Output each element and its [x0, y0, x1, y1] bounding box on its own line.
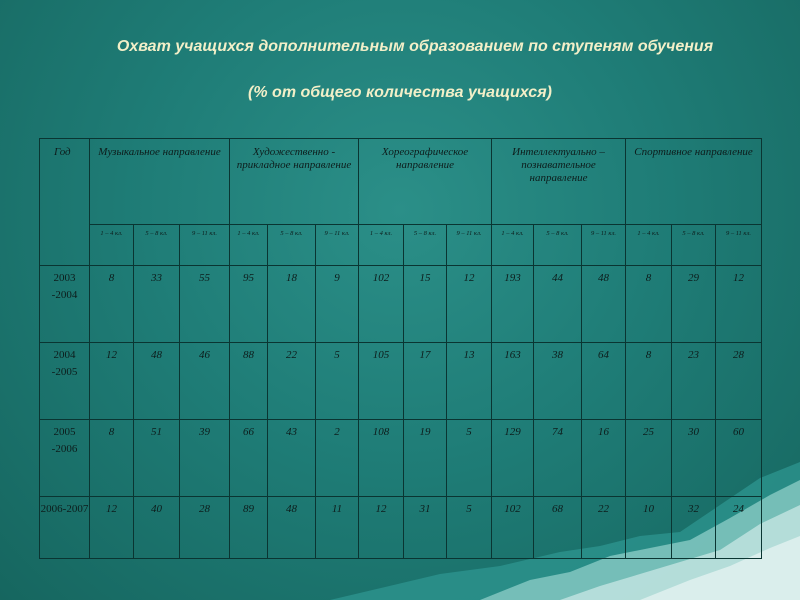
- subheader-cell: 9 – 11 кл.: [178, 224, 231, 266]
- value-cell: 44: [533, 265, 583, 343]
- value-cell: 17: [403, 342, 448, 420]
- header-row: Год Музыкальное направление Художественн…: [39, 138, 763, 266]
- subheader-cell: 1 – 4 кл.: [358, 224, 405, 266]
- subheader-row: 1 – 4 кл. 5 – 8 кл. 9 – 11 кл. 1 – 4 кл.…: [40, 224, 763, 266]
- value-cell: 66: [229, 419, 269, 497]
- value-cell: 18: [267, 265, 317, 343]
- subheader-cell: 1 – 4 кл.: [491, 224, 535, 266]
- subheader-cell: 5 – 8 кл.: [133, 224, 180, 266]
- value-cell: 22: [267, 342, 317, 420]
- value-cell: 108: [358, 419, 405, 497]
- value-cell: 28: [178, 496, 231, 559]
- subheader-cell: 5 – 8 кл.: [671, 224, 717, 266]
- year-cell: 2006-2007: [39, 496, 90, 559]
- year-cell: 2004 -2005: [39, 342, 90, 420]
- value-cell: 22: [581, 496, 627, 559]
- value-cell: 40: [133, 496, 180, 559]
- table-row: 2004 -2005 12 48 46 88 22 5 105 17 13 16…: [39, 342, 763, 420]
- value-cell: 23: [671, 342, 717, 420]
- value-cell: 11: [315, 496, 360, 559]
- value-cell: 5: [446, 496, 493, 559]
- subheader-cell: 1 – 4 кл.: [229, 224, 269, 266]
- value-cell: 29: [671, 265, 717, 343]
- value-cell: 5: [315, 342, 360, 420]
- value-cell: 8: [625, 342, 673, 420]
- value-cell: 8: [89, 265, 134, 343]
- value-cell: 193: [491, 265, 535, 343]
- value-cell: 60: [715, 419, 763, 497]
- year-cell: 2003 -2004: [39, 265, 90, 343]
- subheader-cell: 1 – 4 кл.: [625, 224, 673, 266]
- value-cell: 48: [133, 342, 180, 420]
- group-header-applied-art: Художественно - прикладное направление: [229, 138, 360, 225]
- coverage-table: Год Музыкальное направление Художественн…: [39, 138, 763, 559]
- value-cell: 46: [178, 342, 231, 420]
- value-cell: 25: [625, 419, 673, 497]
- subheader-cell: 5 – 8 кл.: [533, 224, 583, 266]
- value-cell: 95: [229, 265, 269, 343]
- value-cell: 55: [178, 265, 231, 343]
- value-cell: 74: [533, 419, 583, 497]
- value-cell: 163: [491, 342, 535, 420]
- page-subtitle: (% от общего количества учащихся): [248, 84, 552, 101]
- value-cell: 8: [89, 419, 134, 497]
- table-row: 2005 -2006 8 51 39 66 43 2 108 19 5 129 …: [39, 419, 763, 497]
- group-header-sport: Спортивное направление: [625, 138, 763, 225]
- value-cell: 12: [89, 496, 134, 559]
- value-cell: 39: [178, 419, 231, 497]
- value-cell: 12: [358, 496, 405, 559]
- value-cell: 64: [581, 342, 627, 420]
- value-cell: 68: [533, 496, 583, 559]
- year-header: Год: [39, 138, 90, 266]
- value-cell: 2: [315, 419, 360, 497]
- subheader-cell: 9 – 11 кл.: [446, 224, 493, 266]
- value-cell: 89: [229, 496, 269, 559]
- value-cell: 12: [89, 342, 134, 420]
- subheader-cell: 5 – 8 кл.: [267, 224, 317, 266]
- value-cell: 28: [715, 342, 763, 420]
- subheader-cell: 9 – 11 кл.: [715, 224, 763, 266]
- value-cell: 129: [491, 419, 535, 497]
- value-cell: 31: [403, 496, 448, 559]
- value-cell: 16: [581, 419, 627, 497]
- subheader-cell: 5 – 8 кл.: [403, 224, 448, 266]
- value-cell: 12: [446, 265, 493, 343]
- value-cell: 13: [446, 342, 493, 420]
- value-cell: 102: [491, 496, 535, 559]
- subheader-cell: 9 – 11 кл.: [315, 224, 360, 266]
- value-cell: 32: [671, 496, 717, 559]
- value-cell: 15: [403, 265, 448, 343]
- value-cell: 30: [671, 419, 717, 497]
- group-header-intellectual: Интеллектуально – познавательное направл…: [491, 138, 627, 225]
- table-row: 2006-2007 12 40 28 89 48 11 12 31 5 102 …: [39, 496, 763, 559]
- value-cell: 88: [229, 342, 269, 420]
- subheader-cell: 9 – 11 кл.: [581, 224, 627, 266]
- value-cell: 10: [625, 496, 673, 559]
- value-cell: 38: [533, 342, 583, 420]
- value-cell: 12: [715, 265, 763, 343]
- value-cell: 48: [267, 496, 317, 559]
- page-title: Охват учащихся дополнительным образовани…: [116, 38, 714, 55]
- value-cell: 33: [133, 265, 180, 343]
- value-cell: 43: [267, 419, 317, 497]
- value-cell: 105: [358, 342, 405, 420]
- value-cell: 102: [358, 265, 405, 343]
- year-cell: 2005 -2006: [39, 419, 90, 497]
- value-cell: 9: [315, 265, 360, 343]
- value-cell: 48: [581, 265, 627, 343]
- subheader-cell: 1 – 4 кл.: [89, 224, 134, 266]
- value-cell: 51: [133, 419, 180, 497]
- group-header-music: Музыкальное направление: [88, 138, 231, 225]
- value-cell: 8: [625, 265, 673, 343]
- table-row: 2003 -2004 8 33 55 95 18 9 102 15 12 193…: [39, 265, 763, 343]
- value-cell: 19: [403, 419, 448, 497]
- value-cell: 5: [446, 419, 493, 497]
- group-header-choreography: Хореографическое направление: [358, 138, 493, 225]
- value-cell: 24: [715, 496, 763, 559]
